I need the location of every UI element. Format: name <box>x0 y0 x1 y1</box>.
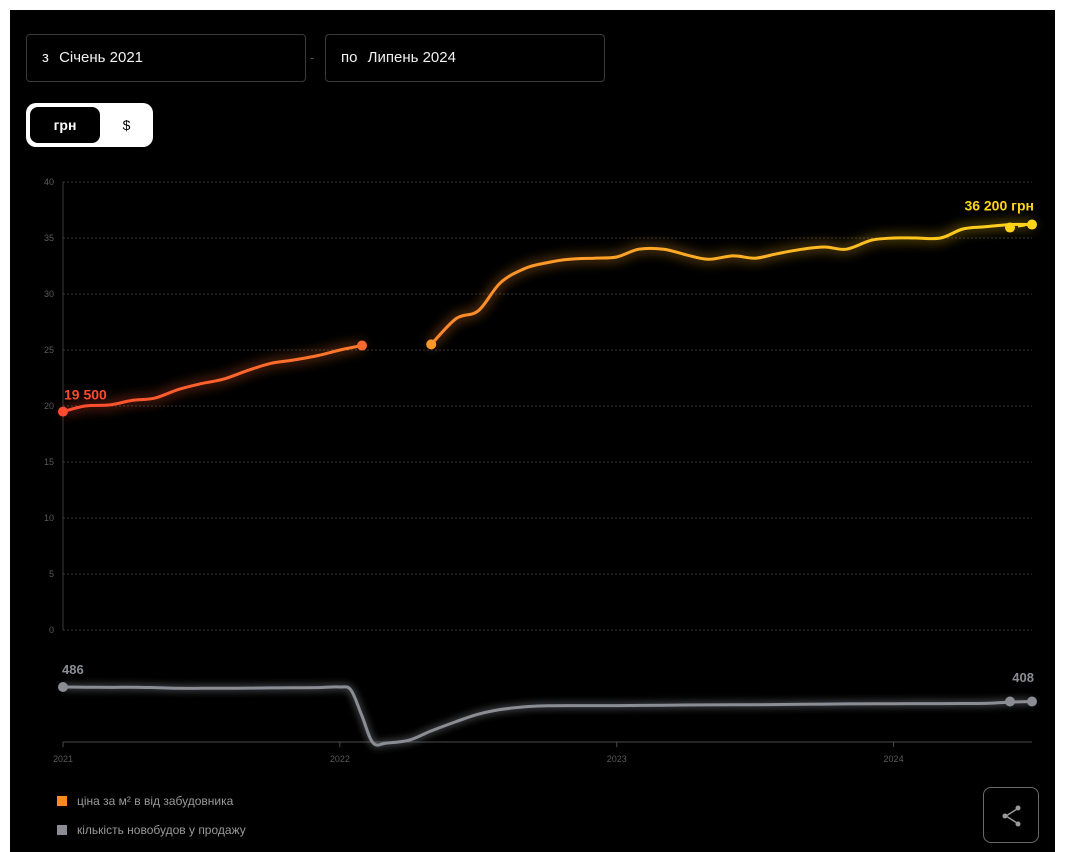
y-tick-label: 5 <box>49 569 54 579</box>
x-tick-label: 2022 <box>330 754 350 764</box>
legend-label-count: кількість новобудов у продажу <box>77 823 246 837</box>
price-forecast-dash <box>1017 224 1026 228</box>
y-tick-label: 10 <box>44 513 54 523</box>
x-tick-label: 2023 <box>607 754 627 764</box>
y-tick-label: 40 <box>44 177 54 187</box>
y-tick-label: 25 <box>44 345 54 355</box>
currency-toggle: грн $ <box>26 103 153 147</box>
date-to-value: Липень 2024 <box>367 49 456 66</box>
price-start-label: 19 500 <box>64 387 107 403</box>
y-tick-label: 30 <box>44 289 54 299</box>
price-end-label: 36 200 грн <box>964 198 1034 214</box>
y-tick-label: 20 <box>44 401 54 411</box>
y-tick-label: 35 <box>44 233 54 243</box>
count-end-point <box>1005 696 1015 707</box>
price-series <box>58 219 1037 417</box>
price-start-point <box>58 406 68 417</box>
legend-label-price: ціна за м² в від забудовника <box>77 794 234 808</box>
y-tick-label: 15 <box>44 457 54 467</box>
price-end-point <box>1005 222 1015 233</box>
date-from-prefix: з <box>42 49 49 66</box>
price-forecast-point <box>1027 219 1037 230</box>
share-icon <box>1002 805 1021 827</box>
chart-labels: 19 500 36 200 грн 486 408 <box>62 198 1034 685</box>
count-start-point <box>58 682 68 692</box>
count-end-label: 408 <box>1012 670 1034 685</box>
price-series-line <box>429 222 1034 346</box>
date-from-select[interactable]: з Січень 2021 <box>26 34 306 82</box>
price-chart: 40 35 30 25 20 15 10 5 0 2021 2022 2023 2024 19 500 3… <box>44 177 1037 764</box>
legend-swatch-price <box>57 796 67 806</box>
count-start-label: 486 <box>62 662 84 677</box>
currency-uah-button[interactable]: грн <box>30 107 100 143</box>
price-series-line <box>61 344 364 414</box>
chart-panel: з Січень 2021 - по Липень 2024 грн $ 40 <box>10 10 1055 852</box>
x-tick-label: 2021 <box>53 754 73 764</box>
count-forecast-point <box>1027 696 1037 707</box>
x-tick-label: 2024 <box>884 754 904 764</box>
legend-item-price[interactable]: ціна за м² в від забудовника <box>57 794 233 808</box>
date-range-separator: - <box>310 50 315 65</box>
date-from-value: Січень 2021 <box>59 49 144 66</box>
date-to-select[interactable]: по Липень 2024 <box>325 34 605 82</box>
grid: 40 35 30 25 20 15 10 5 0 2021 2022 2023 2024 <box>44 177 1032 764</box>
currency-usd-button[interactable]: $ <box>122 117 131 133</box>
share-button[interactable] <box>983 787 1039 843</box>
count-series-line <box>62 685 1033 747</box>
legend-swatch-count <box>57 825 67 835</box>
count-series <box>58 682 1037 747</box>
y-tick-label: 0 <box>49 625 54 635</box>
price-gap-point <box>357 340 368 351</box>
legend-item-count[interactable]: кількість новобудов у продажу <box>57 823 246 837</box>
date-to-prefix: по <box>341 49 358 66</box>
price-gap-point <box>426 339 437 350</box>
